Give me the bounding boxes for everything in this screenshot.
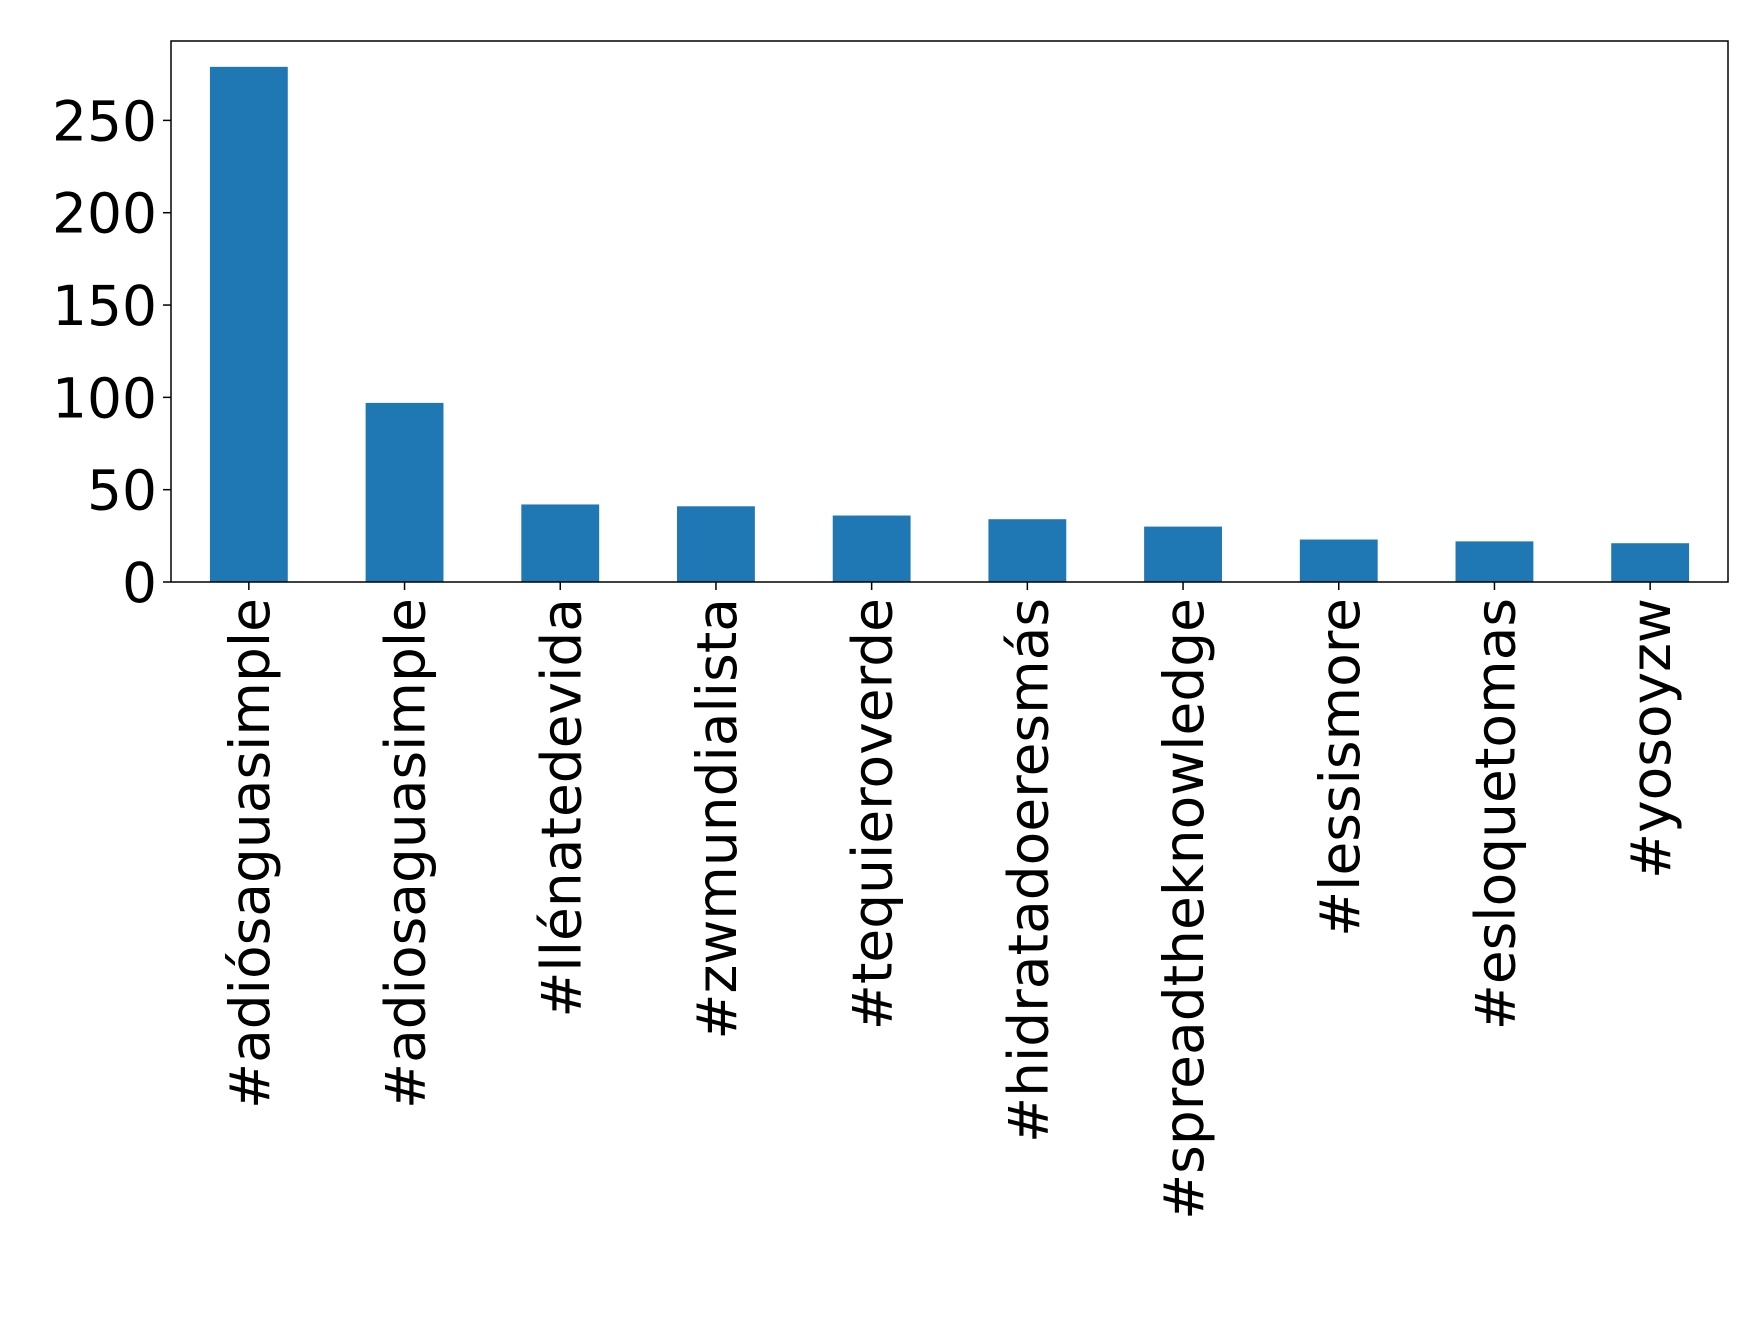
y-tick-label: 150 <box>52 274 157 338</box>
bar <box>365 402 444 582</box>
bar <box>209 66 288 582</box>
x-tick-label: #tequieroverde <box>841 598 905 1030</box>
y-tick-label: 0 <box>122 551 157 615</box>
bar <box>1144 526 1222 582</box>
x-tick-label: #adiosaguasimple <box>374 598 438 1109</box>
x-tick-label: #yosoyzw <box>1619 598 1683 879</box>
plot-frame <box>170 40 1729 583</box>
y-tick-label: 100 <box>52 366 157 430</box>
x-tick-label: #spreadtheknowledge <box>1152 598 1216 1220</box>
bar <box>677 506 755 582</box>
x-tick-label: #hidratadoeresmás <box>996 598 1060 1143</box>
y-tick-label: 50 <box>87 459 157 523</box>
x-tick-label: #adiósaguasimple <box>218 598 282 1109</box>
x-tick-label: #llénatedevida <box>529 598 593 1018</box>
x-tick-label: #zwmundialista <box>685 598 749 1040</box>
y-tick-label: 250 <box>52 89 157 153</box>
x-tick-label: #esloquetomas <box>1463 598 1527 1030</box>
bar <box>1299 539 1378 582</box>
bar <box>1611 543 1690 582</box>
bar <box>1455 541 1534 582</box>
x-tick-label: #lessismore <box>1308 598 1372 937</box>
y-tick-label: 200 <box>52 182 157 246</box>
bar <box>988 519 1067 582</box>
bar <box>832 515 911 582</box>
bar <box>521 504 600 582</box>
